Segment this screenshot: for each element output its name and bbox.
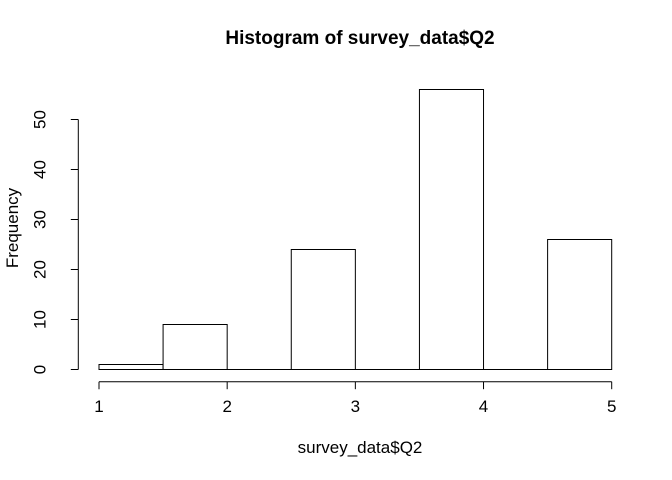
x-tick-label: 3 [351, 397, 360, 416]
x-tick-label: 4 [479, 397, 488, 416]
y-tick-label: 0 [30, 365, 49, 374]
x-tick-label: 5 [607, 397, 616, 416]
histogram-bar [98, 364, 164, 370]
x-axis-title: survey_data$Q2 [297, 438, 423, 457]
chart-title: Histogram of survey_data$Q2 [225, 28, 495, 49]
histogram-bar [162, 324, 228, 370]
histogram-bar [290, 249, 356, 370]
y-tick-label: 20 [30, 260, 49, 279]
histogram-bar [418, 89, 485, 370]
y-tick-label: 30 [30, 210, 49, 229]
y-tick-label: 10 [30, 310, 49, 329]
histogram-bar [547, 239, 613, 370]
y-tick-label: 40 [30, 160, 49, 179]
x-tick-label: 2 [222, 397, 231, 416]
x-tick-label: 1 [94, 397, 103, 416]
y-tick-label: 50 [30, 110, 49, 129]
